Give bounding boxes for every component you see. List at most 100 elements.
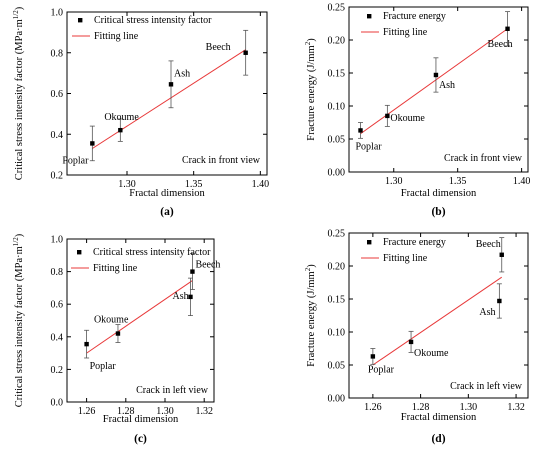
fitting-line	[372, 276, 503, 366]
y-tick-label: 0.15	[328, 295, 346, 306]
point-label: Ash	[479, 307, 495, 318]
y-tick-label: 0.6	[51, 89, 64, 100]
chart-panel-b: 1.30 1.35 1.40 0.00 0.05 0.10 0.15 0.20 0.25 Frac…	[304, 3, 530, 219]
y-tick-label: 0.25	[328, 229, 346, 240]
panel-caption: (c)	[134, 433, 147, 445]
legend-marker-points	[367, 14, 372, 19]
legend-label-fit: Fitting line	[383, 27, 428, 38]
x-tick-label: 1.32	[195, 406, 213, 417]
x-axis-label: Fractal dimension	[103, 414, 179, 425]
y-tick-label: 0.00	[328, 168, 346, 179]
point-label: Poplar	[356, 141, 383, 152]
y-tick-label: 0.20	[328, 262, 346, 273]
crack-view-note: Crack in left view	[450, 381, 523, 392]
x-tick-label: 1.30	[156, 406, 174, 417]
panel-caption: (b)	[431, 206, 445, 218]
point-label: Ash	[172, 291, 188, 302]
data-point	[84, 341, 89, 347]
x-tick-label: 1.35	[185, 179, 203, 190]
data-point	[358, 128, 363, 133]
y-tick-label: 1.0	[51, 8, 64, 19]
x-tick-label: 1.40	[513, 176, 531, 187]
legend-label-points: Critical stress intensity factor	[94, 15, 212, 26]
data-point	[188, 294, 193, 300]
y-tick-label: 0.05	[328, 361, 346, 372]
x-tick-label: 1.28	[412, 402, 430, 413]
point-label: Okoume	[390, 113, 425, 124]
data-point	[370, 354, 376, 359]
x-tick-label: 1.40	[252, 179, 270, 190]
point-label: Beech	[476, 239, 501, 250]
crack-view-note: Crack in left view	[136, 385, 209, 396]
legend-label-fit: Fitting line	[94, 31, 139, 42]
x-tick-label: 1.30	[385, 176, 403, 187]
chart-panel-c: 1.26 1.28 1.30 1.32 0.0 0.2 0.4 0.6 0.8 1.0 Fracta…	[12, 233, 220, 445]
x-tick-label: 1.30	[460, 402, 478, 413]
legend-marker-points	[77, 250, 82, 255]
fitting-line	[92, 49, 246, 149]
x-tick-label: 1.32	[507, 402, 525, 413]
x-tick-label: 1.26	[364, 402, 382, 413]
y-tick-label: 0.00	[328, 394, 346, 405]
panel-caption: (d)	[431, 433, 445, 445]
y-tick-label: 0.8	[51, 48, 64, 59]
legend-label-points: Fracture energy	[383, 237, 446, 248]
y-tick-label: 0.2	[51, 365, 64, 376]
y-tick-label: 0.8	[51, 267, 64, 278]
fitting-line	[360, 28, 508, 135]
point-label: Poplar	[368, 364, 395, 375]
data-point	[385, 113, 390, 119]
y-axis-label: Fracture energy (J/mm2)	[304, 38, 317, 141]
point-label: Okoume	[104, 112, 139, 123]
legend-label-fit: Fitting line	[383, 253, 428, 264]
x-tick-label: 1.30	[118, 179, 136, 190]
y-tick-label: 0.4	[51, 332, 64, 343]
y-tick-label: 0.0	[51, 398, 64, 409]
x-tick-label: 1.26	[78, 406, 96, 417]
plot-frame	[66, 238, 215, 403]
data-point	[115, 331, 121, 336]
data-point	[190, 269, 195, 274]
legend-label-points: Fracture energy	[383, 11, 446, 22]
data-point	[90, 141, 95, 146]
y-axis-label: Fracture energy (J/mm2)	[304, 264, 317, 367]
x-axis-label: Fractal dimension	[401, 188, 477, 199]
x-axis-label: Fractal dimension	[401, 412, 477, 423]
data-point	[118, 127, 123, 133]
legend-marker-points	[78, 18, 83, 23]
legend-marker-points	[367, 240, 372, 245]
point-label: Ash	[174, 68, 190, 79]
chart-panel-a: 1.30 1.35 1.40 0.2 0.4 0.6 0.8 1.0 Fractal dimen…	[12, 6, 269, 218]
point-label: Poplar	[62, 155, 89, 166]
data-point	[243, 50, 248, 55]
crack-view-note: Crack in front view	[444, 153, 523, 164]
y-tick-label: 1.0	[51, 235, 64, 246]
y-axis-label: Critical stress intensity factor (MPa·m1…	[12, 6, 25, 180]
legend-label-fit: Fitting line	[93, 263, 138, 274]
point-label: Beech	[488, 39, 513, 50]
legend-label-points: Critical stress intensity factor	[93, 247, 211, 258]
y-tick-label: 0.10	[328, 102, 346, 113]
x-tick-label: 1.28	[117, 406, 135, 417]
y-tick-label: 0.6	[51, 300, 64, 311]
point-label: Poplar	[90, 361, 117, 372]
y-tick-label: 0.15	[328, 69, 346, 80]
data-point	[497, 298, 502, 304]
point-label: Ash	[439, 80, 455, 91]
x-tick-label: 1.35	[449, 176, 467, 187]
data-point	[408, 339, 414, 345]
point-label: Okoume	[94, 315, 129, 326]
data-point	[505, 26, 510, 31]
y-tick-label: 0.2	[51, 171, 64, 182]
data-point	[499, 252, 504, 257]
y-axis-label: Critical stress intensity factor (MPa·m1…	[12, 233, 25, 407]
crack-view-note: Crack in front view	[182, 155, 261, 166]
plot-frame	[348, 6, 529, 173]
fitting-line	[86, 280, 193, 354]
y-tick-label: 0.20	[328, 36, 346, 47]
x-axis-label: Fractal dimension	[129, 188, 205, 199]
y-tick-label: 0.4	[51, 130, 64, 141]
y-tick-label: 0.10	[328, 328, 346, 339]
point-label: Beech	[195, 260, 220, 271]
